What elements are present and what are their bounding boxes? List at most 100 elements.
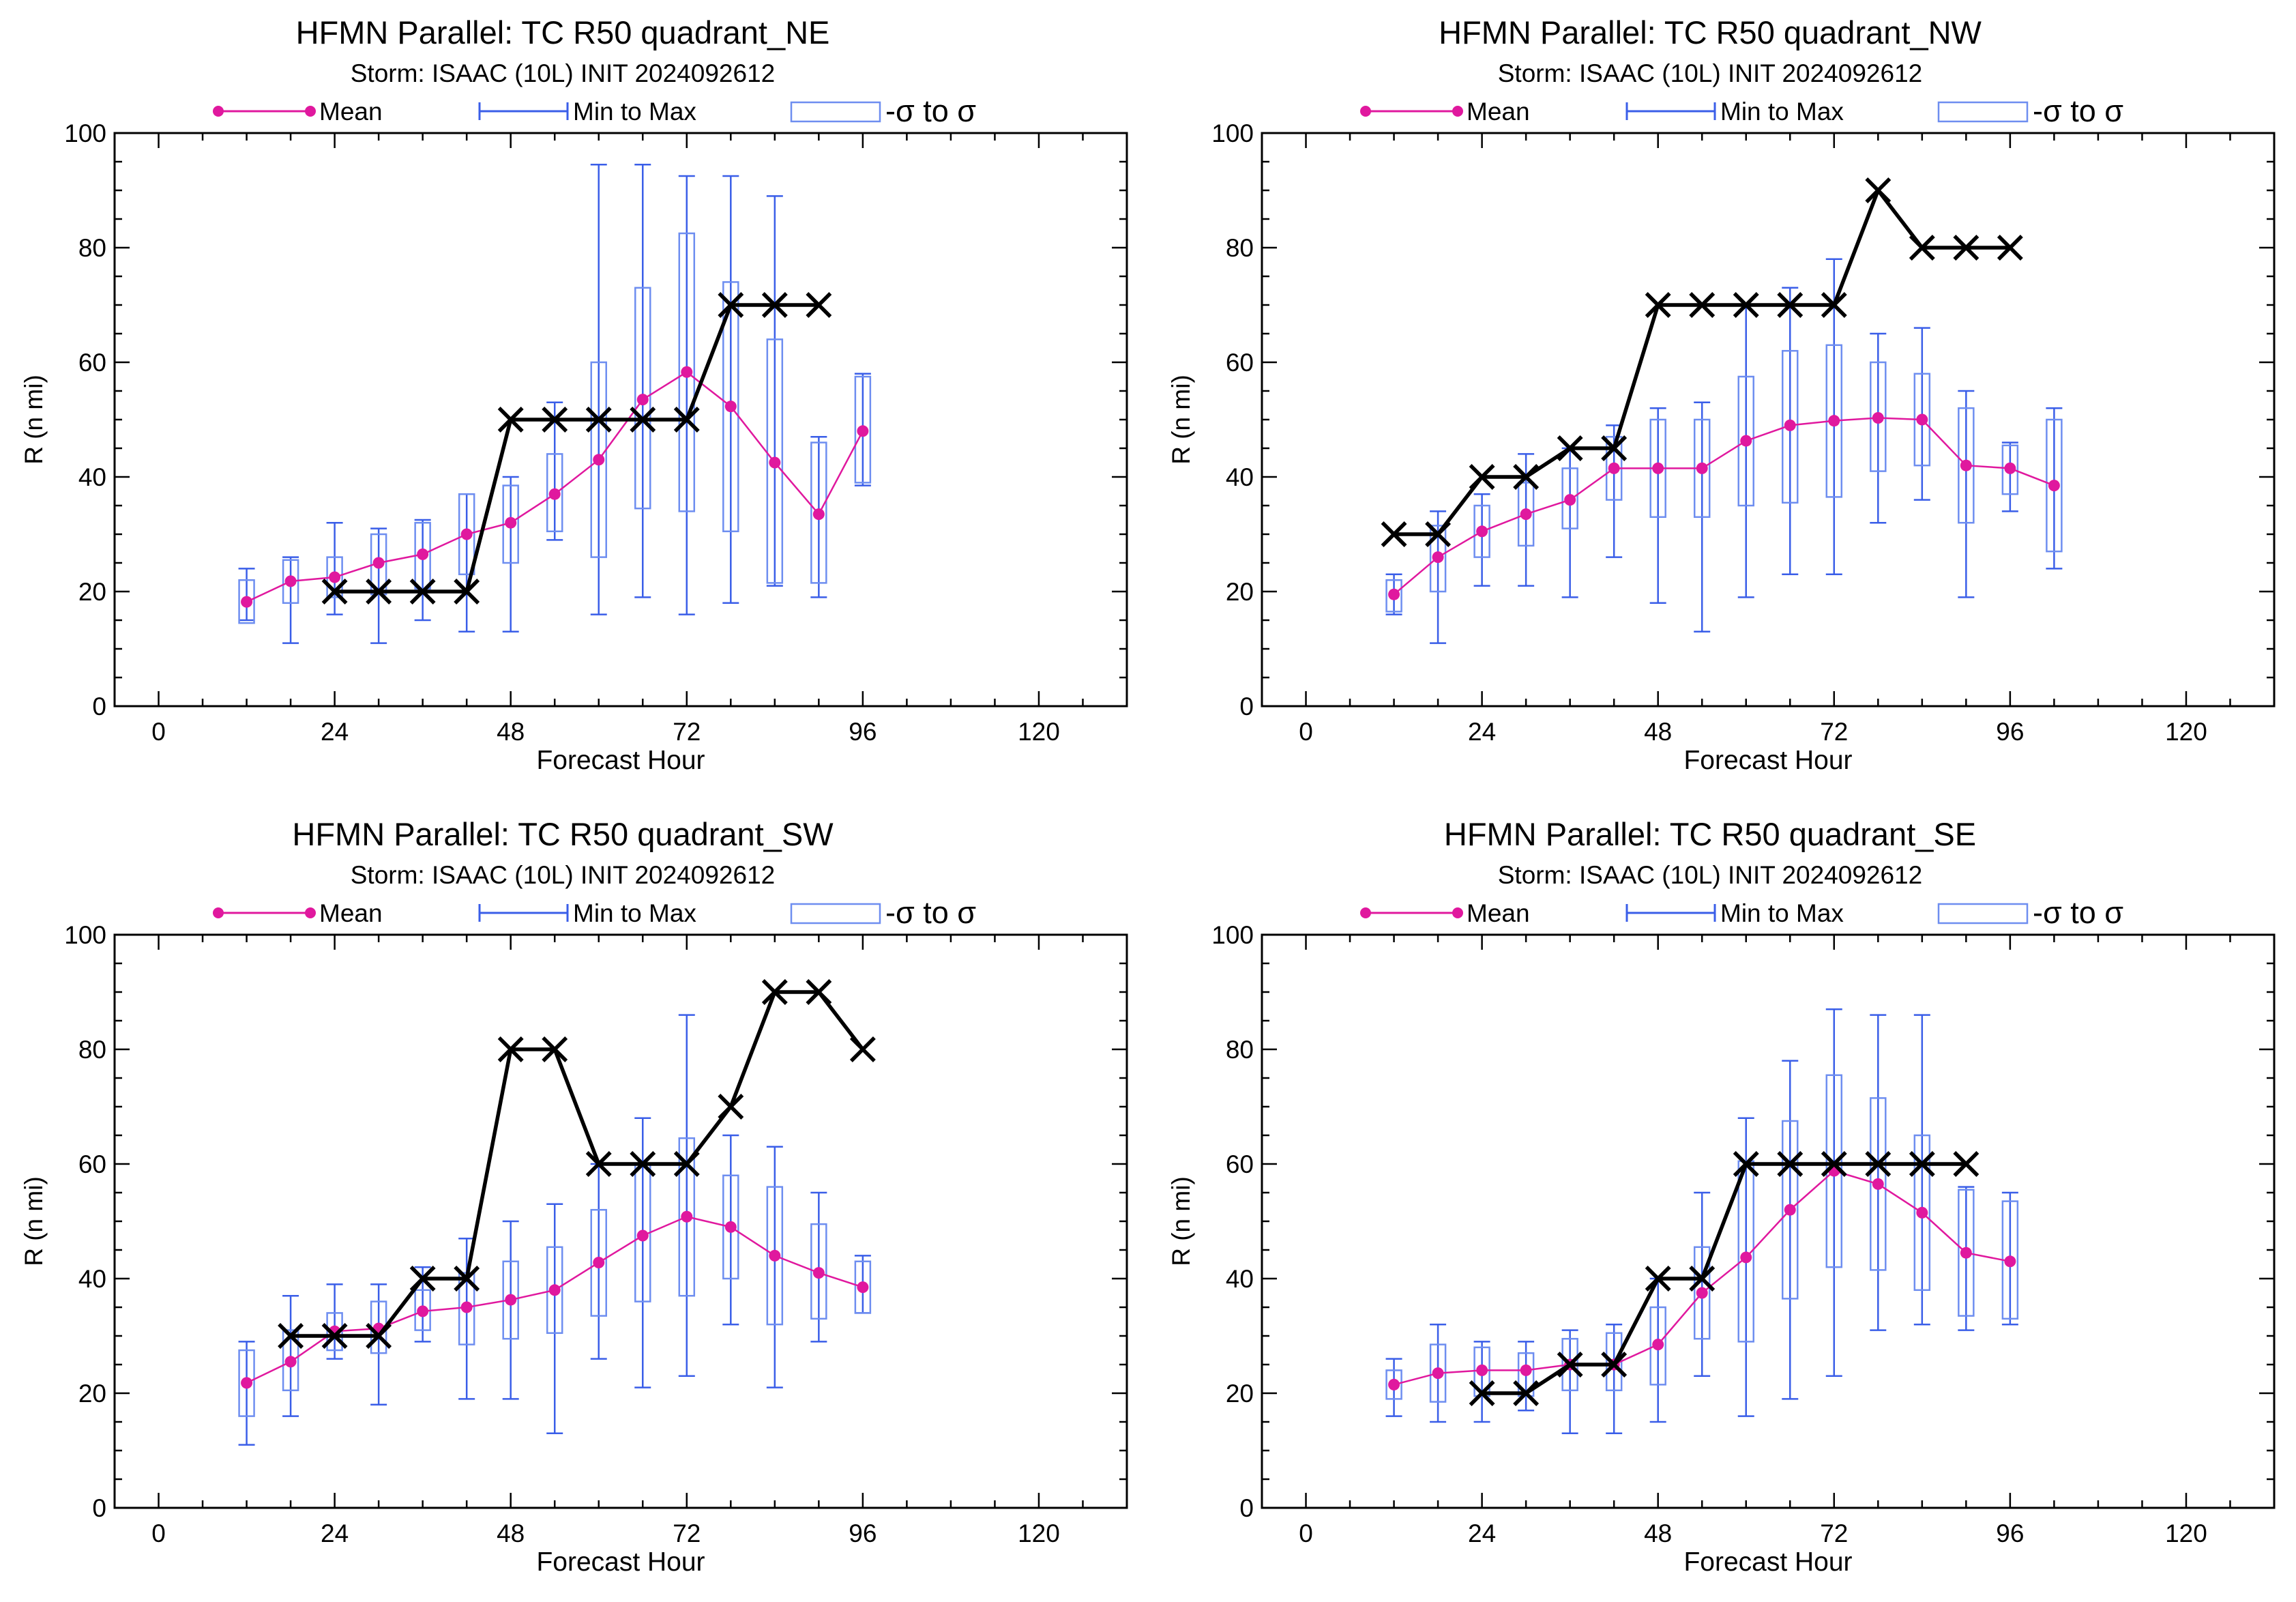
mean-point bbox=[417, 1305, 429, 1317]
mean-point bbox=[1652, 1339, 1664, 1351]
x-tick-label: 96 bbox=[849, 718, 877, 746]
sigma-box bbox=[1385, 1369, 1402, 1400]
y-axis-label: R (n mi) bbox=[20, 1176, 48, 1266]
legend-mean-marker bbox=[1360, 907, 1371, 918]
observed-x-stroke bbox=[1557, 1352, 1583, 1378]
y-tick-label: 20 bbox=[78, 1380, 106, 1408]
mean-point bbox=[681, 1210, 693, 1223]
observed-x-marker bbox=[1821, 292, 1847, 318]
y-tick-label: 80 bbox=[78, 1036, 106, 1064]
observed-x-stroke bbox=[806, 292, 832, 318]
mean-point bbox=[284, 1356, 297, 1368]
sigma-box bbox=[370, 533, 387, 596]
sigma-box bbox=[1782, 1120, 1799, 1300]
observed-x-marker bbox=[1997, 235, 2023, 261]
chart-legend: Mean Min to Max -σ to σ bbox=[213, 93, 976, 128]
mean-point bbox=[1432, 1367, 1444, 1380]
observed-x-stroke bbox=[585, 407, 612, 433]
observed-x-marker bbox=[1601, 1352, 1628, 1378]
legend-mean-label: Mean bbox=[1467, 899, 1530, 927]
observed-x-marker bbox=[1865, 1151, 1892, 1177]
sigma-box bbox=[1517, 482, 1535, 547]
mean-point bbox=[1740, 435, 1752, 447]
observed-line bbox=[334, 303, 819, 594]
legend-mean-label: Mean bbox=[1467, 98, 1530, 126]
mean-point bbox=[724, 400, 737, 413]
x-tick-label: 24 bbox=[321, 718, 349, 746]
observed-x-marker bbox=[366, 1323, 392, 1349]
observed-x-marker bbox=[761, 292, 788, 318]
x-tick-label: 72 bbox=[673, 718, 701, 746]
mean-point bbox=[548, 1284, 561, 1296]
legend-mean-label: Mean bbox=[319, 899, 383, 927]
x-tick-label: 24 bbox=[321, 1519, 349, 1547]
y-tick-label: 20 bbox=[1226, 1380, 1254, 1408]
mean-point bbox=[1388, 588, 1400, 600]
observed-x-stroke bbox=[1733, 292, 1759, 318]
observed-x-marker bbox=[806, 292, 832, 318]
sigma-box bbox=[722, 1174, 739, 1280]
x-tick-label: 96 bbox=[849, 1519, 877, 1547]
observed-x-marker bbox=[542, 407, 568, 433]
observed-x-stroke bbox=[718, 292, 744, 318]
chart-subtitle: Storm: ISAAC (10L) INIT 2024092612 bbox=[351, 861, 775, 889]
mean-point bbox=[1520, 508, 1532, 521]
legend-sigma-box bbox=[1937, 903, 2029, 924]
mean-point bbox=[460, 1301, 473, 1313]
y-tick-label: 80 bbox=[1226, 234, 1254, 262]
y-tick-label: 60 bbox=[1226, 349, 1254, 377]
sigma-box bbox=[590, 361, 607, 558]
observed-x-stroke bbox=[585, 1151, 612, 1177]
observed-x-stroke bbox=[1689, 1266, 1716, 1292]
mean-point bbox=[505, 1294, 517, 1306]
observed-x-stroke bbox=[1469, 1380, 1495, 1406]
mean-point bbox=[724, 1221, 737, 1233]
observed-x-stroke bbox=[630, 407, 656, 433]
y-tick-label: 0 bbox=[1239, 693, 1254, 720]
mean-point bbox=[505, 516, 517, 529]
observed-x-stroke bbox=[1909, 1151, 1935, 1177]
mean-point bbox=[1388, 1378, 1400, 1390]
x-tick-label: 0 bbox=[1299, 718, 1313, 746]
legend-mean-marker bbox=[1360, 106, 1371, 117]
mean-point bbox=[2004, 462, 2016, 474]
sigma-box bbox=[502, 1260, 519, 1340]
observed-x-marker bbox=[673, 407, 700, 433]
y-tick-label: 100 bbox=[1211, 119, 1254, 147]
observed-x-stroke bbox=[1381, 521, 1407, 547]
x-tick-label: 24 bbox=[1468, 718, 1496, 746]
mean-point bbox=[1696, 462, 1708, 474]
x-tick-label: 120 bbox=[1018, 1519, 1060, 1547]
sigma-box bbox=[238, 1349, 255, 1417]
x-tick-label: 48 bbox=[1644, 718, 1672, 746]
legend-mean-marker bbox=[305, 907, 316, 918]
y-tick-label: 40 bbox=[78, 1265, 106, 1293]
y-tick-label: 0 bbox=[92, 1494, 106, 1522]
observed-x-marker bbox=[585, 1151, 612, 1177]
observed-x-marker bbox=[849, 1036, 876, 1062]
mean-point bbox=[1476, 525, 1488, 538]
chart-title: HFMN Parallel: TC R50 quadrant_NW bbox=[1439, 14, 1982, 50]
mean-point bbox=[681, 366, 693, 378]
observed-x-marker bbox=[1381, 521, 1407, 547]
observed-x-stroke bbox=[1513, 464, 1540, 490]
observed-x-stroke bbox=[321, 579, 348, 605]
observed-x-stroke bbox=[1865, 1151, 1892, 1177]
observed-x-marker bbox=[454, 579, 480, 605]
observed-x-marker bbox=[409, 1266, 436, 1292]
sigma-box bbox=[1913, 1134, 1931, 1292]
observed-x-marker bbox=[585, 407, 612, 433]
x-tick-label: 72 bbox=[1820, 718, 1848, 746]
observed-x-marker bbox=[278, 1323, 304, 1349]
legend-sigma-box bbox=[1937, 101, 2029, 123]
observed-x-stroke bbox=[761, 292, 788, 318]
sigma-box bbox=[1649, 1306, 1666, 1386]
mean-line bbox=[1393, 417, 2055, 596]
observed-x-marker bbox=[454, 1266, 480, 1292]
mean-point bbox=[593, 454, 605, 466]
observed-x-stroke bbox=[1777, 1151, 1804, 1177]
mean-point bbox=[1960, 459, 1972, 471]
observed-x-stroke bbox=[1601, 1352, 1628, 1378]
legend-range-label: Min to Max bbox=[573, 98, 696, 126]
mean-point bbox=[593, 1256, 605, 1268]
